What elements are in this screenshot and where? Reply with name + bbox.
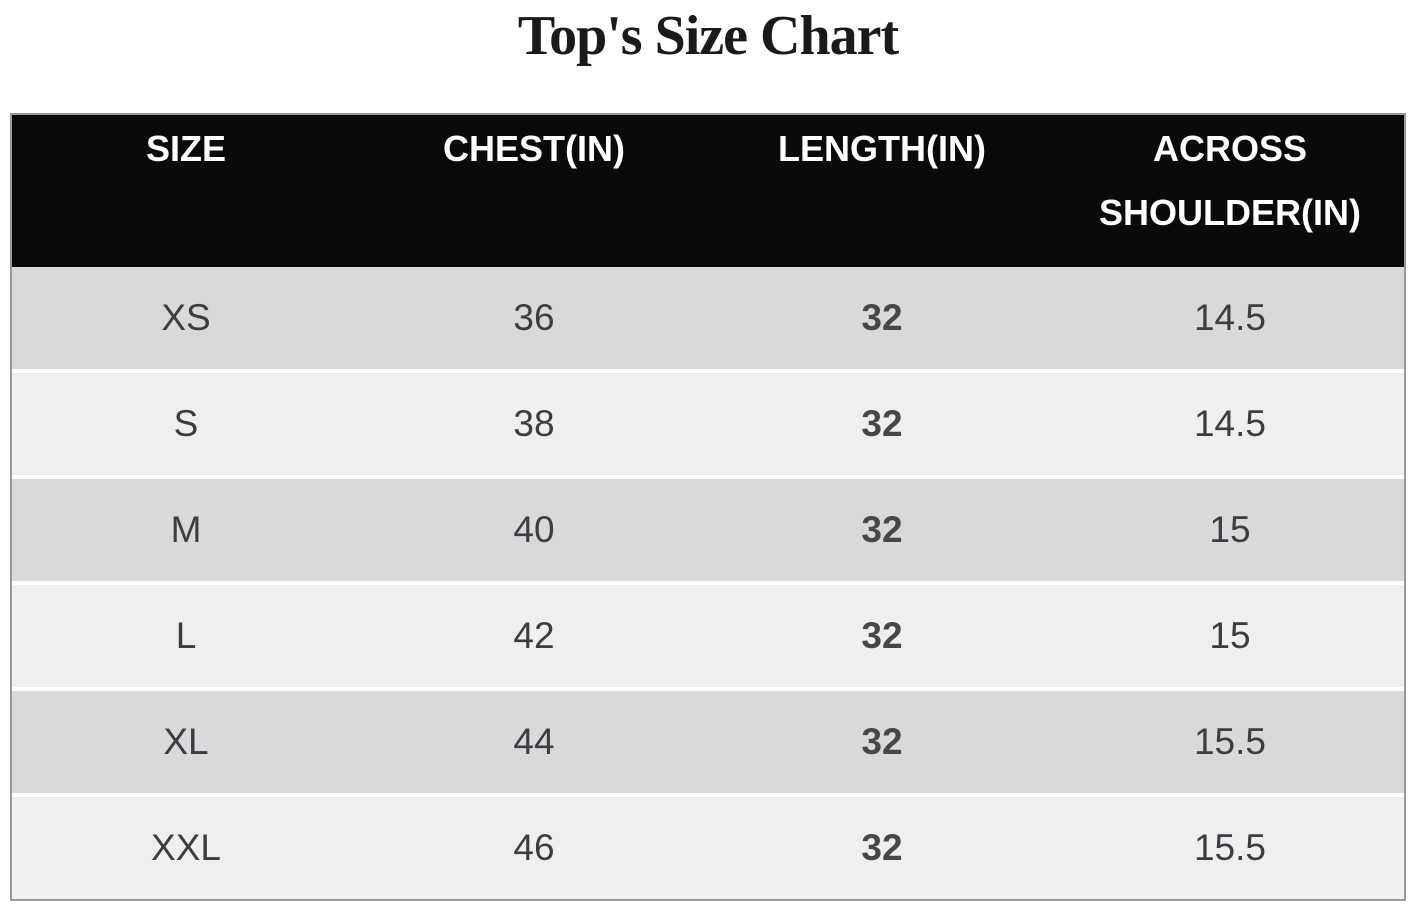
cell-chest: 42 [360,585,708,691]
title-container: Top's Size Chart [0,0,1416,113]
cell-length: 32 [708,585,1056,691]
column-header-shoulder: ACROSS SHOULDER(IN) [1056,115,1404,267]
table-row-xl: XL 44 32 15.5 [12,691,1404,797]
cell-length: 32 [708,479,1056,585]
table-row-l: L 42 32 15 [12,585,1404,691]
cell-chest: 44 [360,691,708,797]
cell-chest: 40 [360,479,708,585]
page-title: Top's Size Chart [517,5,899,67]
cell-shoulder: 15 [1056,479,1404,585]
cell-size: M [12,479,360,585]
cell-chest: 46 [360,797,708,899]
cell-size: L [12,585,360,691]
cell-chest: 36 [360,267,708,373]
table-row-s: S 38 32 14.5 [12,373,1404,479]
cell-length: 32 [708,691,1056,797]
cell-size: XXL [12,797,360,899]
header-row: SIZE CHEST(IN) LENGTH(IN) ACROSS SHOULDE… [12,115,1404,267]
cell-length: 32 [708,267,1056,373]
size-chart-table: SIZE CHEST(IN) LENGTH(IN) ACROSS SHOULDE… [10,113,1406,901]
cell-shoulder: 14.5 [1056,373,1404,479]
column-header-size: SIZE [12,115,360,267]
table-row-m: M 40 32 15 [12,479,1404,585]
column-header-length: LENGTH(IN) [708,115,1056,267]
column-header-chest: CHEST(IN) [360,115,708,267]
table-row-xxl: XXL 46 32 15.5 [12,797,1404,899]
cell-size: XL [12,691,360,797]
cell-chest: 38 [360,373,708,479]
table-row-xs: XS 36 32 14.5 [12,267,1404,373]
cell-length: 32 [708,373,1056,479]
cell-shoulder: 15 [1056,585,1404,691]
cell-shoulder: 15.5 [1056,797,1404,899]
cell-length: 32 [708,797,1056,899]
cell-shoulder: 14.5 [1056,267,1404,373]
cell-shoulder: 15.5 [1056,691,1404,797]
cell-size: XS [12,267,360,373]
cell-size: S [12,373,360,479]
